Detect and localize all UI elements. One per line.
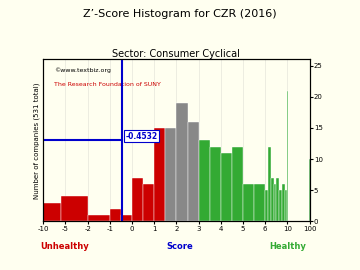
Bar (210, 147, 221, 221)
Bar (121, 215, 132, 221)
Text: Z’-Score Histogram for CZR (2016): Z’-Score Histogram for CZR (2016) (83, 9, 277, 19)
Bar (309, 159, 310, 221)
Text: Score: Score (167, 242, 193, 251)
Bar (276, 178, 279, 221)
Bar (265, 190, 268, 221)
Text: The Research Foundation of SUNY: The Research Foundation of SUNY (54, 82, 161, 87)
Bar (274, 184, 276, 221)
Bar (199, 140, 210, 221)
Y-axis label: Number of companies (531 total): Number of companies (531 total) (34, 82, 40, 199)
Bar (279, 190, 282, 221)
Bar (176, 103, 188, 221)
Bar (271, 178, 274, 221)
Bar (43, 203, 61, 221)
Bar (132, 178, 143, 221)
Bar (232, 147, 243, 221)
Bar (221, 153, 232, 221)
Bar (268, 147, 271, 221)
Bar (188, 122, 199, 221)
Bar (154, 128, 165, 221)
Text: -0.4532: -0.4532 (125, 131, 157, 140)
Text: Unhealthy: Unhealthy (40, 242, 89, 251)
Bar (285, 190, 287, 221)
Bar (61, 197, 87, 221)
Bar (287, 90, 288, 221)
Text: Healthy: Healthy (270, 242, 306, 251)
Bar (87, 215, 110, 221)
Bar (254, 184, 265, 221)
Bar (243, 184, 254, 221)
Bar (165, 128, 176, 221)
Text: ©www.textbiz.org: ©www.textbiz.org (54, 68, 111, 73)
Title: Sector: Consumer Cyclical: Sector: Consumer Cyclical (112, 49, 240, 59)
Bar (143, 184, 154, 221)
Bar (282, 184, 285, 221)
Bar (110, 209, 121, 221)
